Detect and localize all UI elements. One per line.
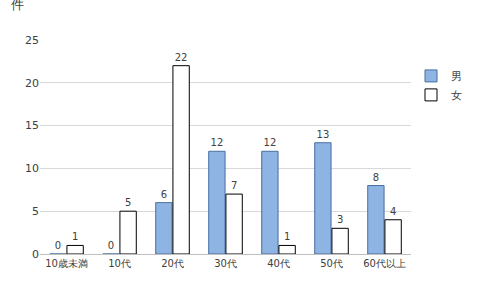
svg-text:女: 女 [451,89,462,102]
svg-text:0: 0 [32,248,39,261]
svg-text:3: 3 [337,214,343,225]
svg-text:1: 1 [72,231,78,242]
svg-text:25: 25 [25,34,39,47]
svg-text:60代以上: 60代以上 [363,258,406,269]
svg-text:10歳未満: 10歳未満 [45,258,88,269]
svg-text:20: 20 [25,77,39,90]
svg-text:5: 5 [32,205,39,218]
svg-text:8: 8 [373,172,379,183]
svg-text:12: 12 [264,137,277,148]
svg-text:12: 12 [211,137,224,148]
svg-text:男: 男 [451,70,462,83]
svg-text:10代: 10代 [108,258,131,269]
svg-text:10: 10 [25,162,39,175]
svg-text:7: 7 [231,180,237,191]
svg-text:15: 15 [25,119,39,132]
svg-text:13: 13 [317,129,330,140]
svg-text:20代: 20代 [161,258,184,269]
svg-text:0: 0 [108,240,114,251]
svg-text:40代: 40代 [267,258,290,269]
svg-text:30代: 30代 [214,258,237,269]
svg-text:0: 0 [55,240,61,251]
svg-text:1: 1 [284,231,290,242]
svg-text:22: 22 [175,52,188,63]
svg-text:50代: 50代 [320,258,343,269]
svg-text:6: 6 [161,189,167,200]
svg-text:5: 5 [125,197,131,208]
svg-text:4: 4 [390,206,396,217]
svg-text:件: 件 [11,0,24,12]
